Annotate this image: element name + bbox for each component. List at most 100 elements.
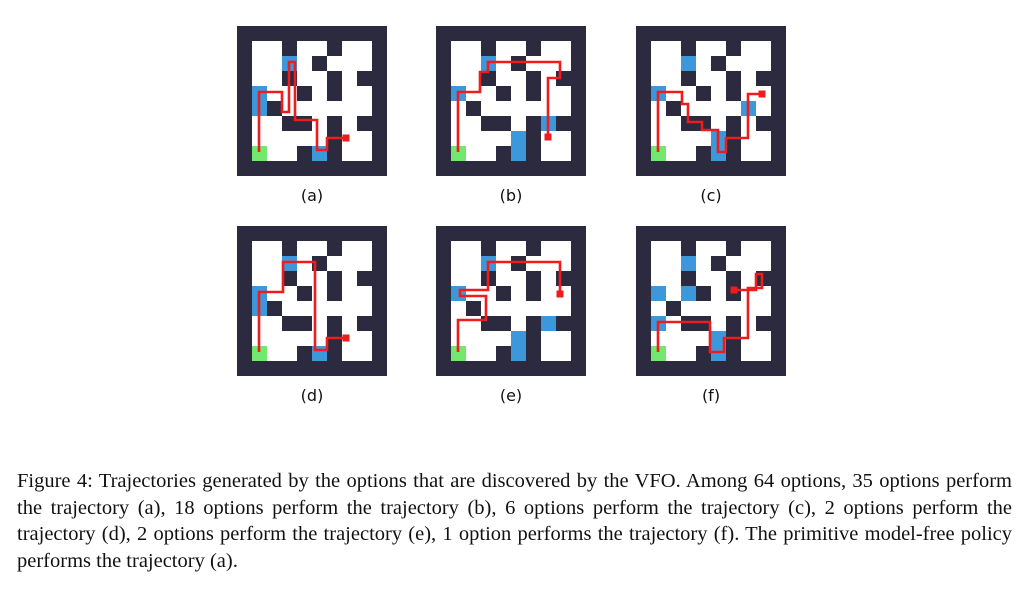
maze-floor-cell — [267, 56, 282, 71]
maze-floor-cell — [297, 331, 312, 346]
maze-floor-cell — [342, 116, 357, 131]
maze-floor-cell — [756, 331, 771, 346]
maze-floor-cell — [741, 271, 756, 286]
maze-floor-cell — [342, 86, 357, 101]
maze-floor-cell — [496, 71, 511, 86]
maze-floor-cell — [651, 301, 666, 316]
maze-floor-cell — [511, 86, 526, 101]
maze-floor-cell — [696, 41, 711, 56]
maze-floor-cell — [252, 271, 267, 286]
maze-floor-cell — [297, 256, 312, 271]
maze-c — [636, 26, 786, 176]
trajectory-line — [656, 90, 762, 154]
panel-a: (a) — [237, 26, 387, 205]
maze-floor-cell — [252, 71, 267, 86]
maze-floor-cell — [312, 131, 327, 146]
maze-floor-cell — [297, 241, 312, 256]
maze-floor-cell — [342, 346, 357, 361]
maze-floor-cell — [267, 116, 282, 131]
maze-floor-cell — [711, 71, 726, 86]
panel-c: (c) — [636, 26, 786, 205]
maze-floor-cell — [451, 301, 466, 316]
maze-floor-cell — [297, 131, 312, 146]
maze-floor-cell — [741, 346, 756, 361]
maze-floor-cell — [466, 146, 481, 161]
maze-floor-cell — [541, 301, 556, 316]
maze-b — [436, 26, 586, 176]
panel-label-a: (a) — [300, 186, 324, 205]
figure-caption: Figure 4: Trajectories generated by the … — [17, 470, 1012, 572]
panel-d: (d) — [237, 226, 387, 405]
maze-floor-cell — [711, 116, 726, 131]
maze-floor-cell — [696, 256, 711, 271]
maze-option-cell — [541, 316, 556, 331]
maze-floor-cell — [357, 131, 372, 146]
maze-start-cell — [252, 346, 267, 361]
maze-floor-cell — [541, 346, 556, 361]
maze-floor-cell — [511, 316, 526, 331]
maze-floor-cell — [297, 41, 312, 56]
maze-floor-cell — [756, 301, 771, 316]
maze-floor-cell — [267, 271, 282, 286]
maze-floor-cell — [556, 301, 571, 316]
maze-floor-cell — [481, 331, 496, 346]
maze-floor-cell — [666, 316, 681, 331]
maze-option-cell — [681, 256, 696, 271]
maze-floor-cell — [756, 286, 771, 301]
trajectory-end-marker — [544, 133, 552, 141]
maze-floor-cell — [357, 86, 372, 101]
maze-floor-cell — [481, 146, 496, 161]
maze-floor-cell — [711, 301, 726, 316]
maze-floor-cell — [357, 241, 372, 256]
maze-floor-cell — [496, 101, 511, 116]
maze-floor-cell — [466, 271, 481, 286]
maze-floor-cell — [267, 241, 282, 256]
maze-floor-cell — [651, 71, 666, 86]
maze-start-cell — [651, 346, 666, 361]
maze-floor-cell — [666, 116, 681, 131]
maze-floor-cell — [252, 256, 267, 271]
maze-floor-cell — [357, 346, 372, 361]
maze-floor-cell — [696, 131, 711, 146]
maze-floor-cell — [481, 131, 496, 146]
maze-floor-cell — [681, 331, 696, 346]
maze-floor-cell — [556, 131, 571, 146]
maze-floor-cell — [312, 101, 327, 116]
maze-a — [237, 26, 387, 176]
maze-floor-cell — [726, 256, 741, 271]
maze-floor-cell — [297, 271, 312, 286]
maze-floor-cell — [252, 56, 267, 71]
maze-floor-cell — [541, 241, 556, 256]
maze-floor-cell — [541, 146, 556, 161]
maze-floor-cell — [666, 71, 681, 86]
maze-floor-cell — [282, 346, 297, 361]
maze-floor-cell — [666, 56, 681, 71]
maze-floor-cell — [466, 131, 481, 146]
maze-floor-cell — [651, 41, 666, 56]
maze-floor-cell — [451, 256, 466, 271]
maze-floor-cell — [726, 101, 741, 116]
panel-b: (b) — [436, 26, 586, 205]
maze-option-cell — [651, 286, 666, 301]
maze-floor-cell — [511, 41, 526, 56]
maze-option-cell — [681, 286, 696, 301]
maze-floor-cell — [466, 286, 481, 301]
maze-floor-cell — [282, 331, 297, 346]
maze-option-cell — [451, 286, 466, 301]
maze-floor-cell — [556, 256, 571, 271]
panel-label-f: (f) — [701, 386, 721, 405]
maze-floor-cell — [711, 241, 726, 256]
maze-floor-cell — [466, 241, 481, 256]
maze-floor-cell — [481, 101, 496, 116]
trajectory-line — [656, 272, 764, 354]
maze-start-cell — [252, 146, 267, 161]
maze-floor-cell — [756, 346, 771, 361]
maze-floor-cell — [312, 71, 327, 86]
maze-floor-cell — [696, 241, 711, 256]
maze-option-cell — [312, 146, 327, 161]
maze-floor-cell — [451, 56, 466, 71]
maze-floor-cell — [496, 271, 511, 286]
maze-floor-cell — [297, 101, 312, 116]
maze-floor-cell — [666, 131, 681, 146]
maze-floor-cell — [681, 86, 696, 101]
